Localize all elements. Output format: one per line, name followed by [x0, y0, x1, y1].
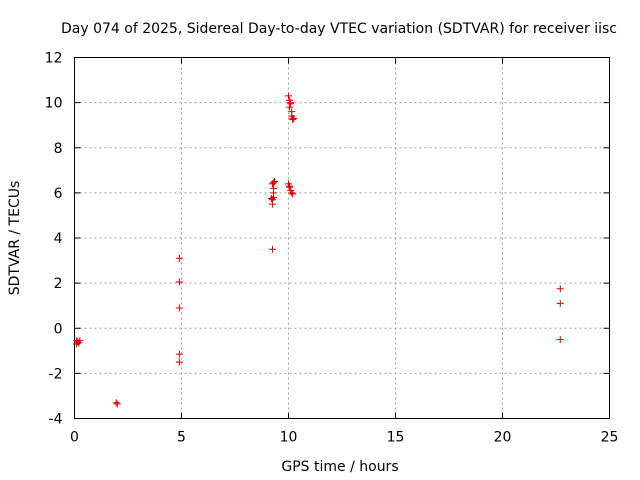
data-point: [289, 190, 297, 198]
y-tick-label: 4: [54, 231, 63, 247]
data-point: [268, 245, 276, 253]
y-tick-label: 0: [54, 321, 63, 337]
data-point: [76, 337, 84, 345]
data-point: [556, 285, 564, 293]
data-point: [112, 399, 120, 407]
data-point: [286, 182, 294, 190]
y-tick-label: 8: [54, 141, 63, 157]
data-point: [556, 336, 564, 344]
x-tick-label: 25: [601, 430, 619, 446]
y-tick-label: 10: [45, 96, 63, 112]
data-point: [286, 103, 294, 111]
x-tick-label: 15: [387, 430, 405, 446]
x-axis-label: GPS time / hours: [281, 459, 398, 475]
data-point: [288, 189, 296, 197]
x-tick-label: 0: [70, 430, 79, 446]
y-tick-label: 2: [54, 276, 63, 292]
y-tick-label: -2: [49, 366, 63, 382]
data-point: [175, 304, 183, 312]
data-point: [285, 92, 292, 100]
data-point: [73, 340, 81, 348]
data-point: [556, 299, 564, 307]
data-point: [290, 114, 298, 122]
data-point: [175, 358, 183, 366]
x-axis: 0 5 10 15 20 25: [70, 57, 619, 446]
y-tick-label: 12: [45, 51, 63, 67]
chart-title: Day 074 of 2025, Sidereal Day-to-day VTE…: [61, 21, 617, 37]
x-tick-label: 20: [494, 430, 512, 446]
data-point: [175, 350, 183, 358]
data-point: [113, 400, 121, 408]
data-point: [287, 99, 295, 107]
x-tick-label: 5: [177, 430, 186, 446]
y-tick-label: 6: [54, 186, 63, 202]
grid: [74, 57, 610, 419]
data-point: [271, 178, 279, 186]
data-point: [270, 179, 278, 187]
data-points: [73, 92, 564, 408]
data-point: [175, 254, 183, 262]
data-point: [289, 116, 297, 124]
data-point: [267, 195, 275, 203]
y-axis-label: SDTVAR / TECUs: [7, 181, 23, 296]
data-point: [175, 278, 183, 286]
y-axis: -4 -2 0 2 4 6 8 10 12: [45, 51, 610, 428]
x-tick-label: 10: [280, 430, 298, 446]
y-tick-label: -4: [49, 412, 63, 428]
